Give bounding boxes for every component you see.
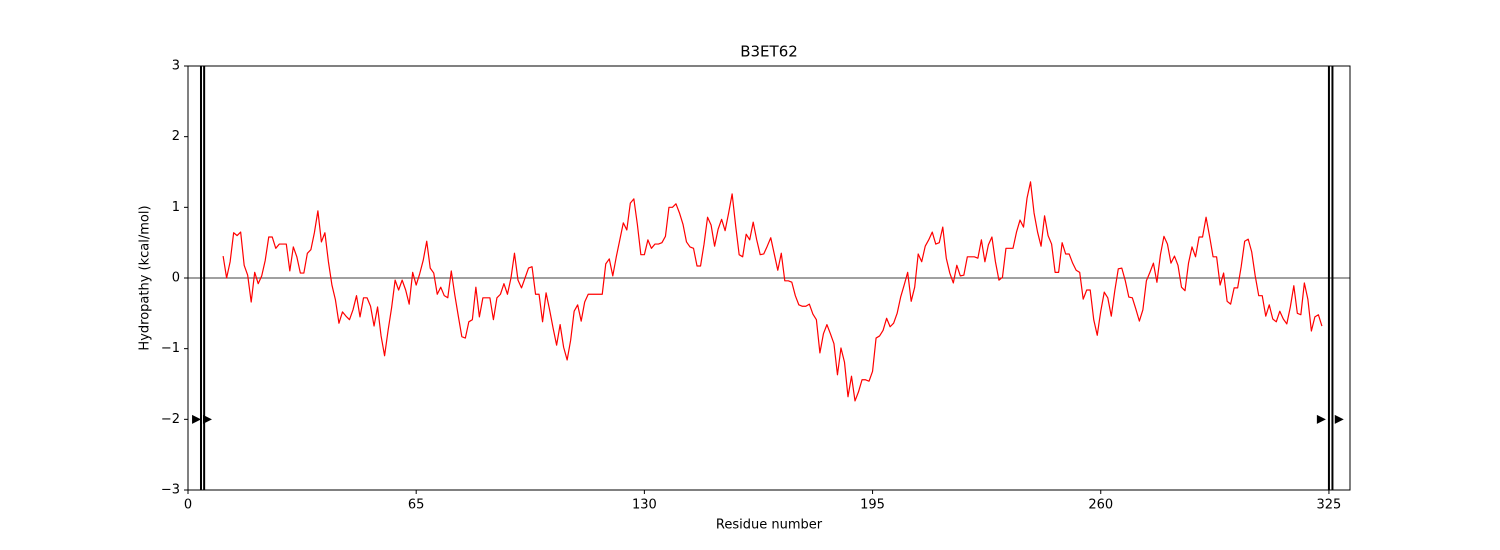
x-tick-label: 195 [860, 498, 885, 513]
x-tick-label: 325 [1317, 498, 1342, 513]
x-tick-label: 65 [408, 498, 425, 513]
triangle-marker [1334, 414, 1344, 424]
y-tick-label: 2 [172, 129, 180, 144]
plot-area [188, 66, 1350, 490]
triangle-marker [202, 414, 212, 424]
y-tick-label: −3 [161, 483, 180, 498]
y-tick-label: 1 [172, 200, 180, 215]
x-tick-label: 0 [184, 498, 192, 513]
triangle-marker [1316, 414, 1326, 424]
chart-title: B3ET62 [740, 43, 798, 61]
x-axis-label: Residue number [716, 518, 823, 533]
y-tick-label: 3 [172, 59, 180, 74]
x-tick-label: 130 [632, 498, 657, 513]
y-axis-label: Hydropathy (kcal/mol) [138, 205, 153, 350]
x-tick-label: 260 [1088, 498, 1113, 513]
triangle-marker [192, 414, 202, 424]
y-tick-label: −1 [161, 341, 180, 356]
data-line [222, 181, 1323, 402]
y-tick-label: 0 [172, 271, 180, 286]
y-tick-label: −2 [161, 412, 180, 427]
